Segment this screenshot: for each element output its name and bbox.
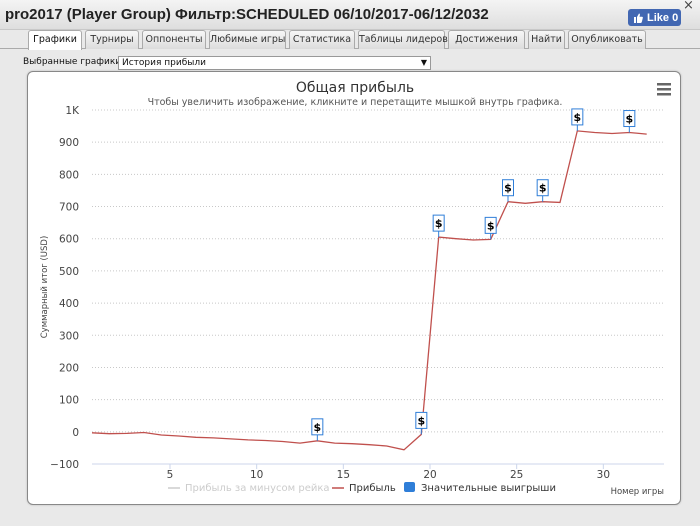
y-tick-label: 900 (59, 137, 79, 149)
flag-label: $ (487, 219, 495, 232)
tab-6[interactable]: Достижения (448, 30, 525, 49)
legend-label-profit: Прибыль (349, 483, 396, 494)
dollar-flag-icon (484, 216, 497, 234)
window-title: pro2017 (Player Group) Фильтр:SCHEDULED … (5, 6, 489, 23)
dollar-flag-icon (536, 179, 549, 197)
x-tick-label: 15 (337, 469, 350, 481)
dropdown-arrow-icon: ▼ (420, 58, 427, 67)
window-titlebar: pro2017 (Player Group) Фильтр:SCHEDULED … (0, 0, 700, 30)
like-label: Like 0 (647, 11, 679, 24)
x-tick-label: 30 (597, 469, 610, 481)
x-tick-label: 20 (423, 469, 436, 481)
dollar-flag-icon (311, 418, 324, 436)
flag-label: $ (626, 113, 634, 126)
flag-label: $ (574, 111, 582, 124)
y-tick-label: 600 (59, 234, 79, 246)
flag-label: $ (418, 414, 426, 427)
x-tick-label: 10 (250, 469, 263, 481)
chart-select-value: История прибыли (122, 58, 206, 68)
tab-2[interactable]: Оппоненты (142, 30, 206, 49)
tab-5[interactable]: Таблицы лидеров (358, 30, 448, 49)
hamburger-menu-icon[interactable] (657, 83, 671, 96)
legend-label-big-wins: Значительные выигрыши (421, 483, 556, 494)
chart-selector-label: Выбранные графики: (23, 57, 125, 67)
thumbs-up-icon (633, 13, 643, 23)
x-tick-label: 5 (167, 469, 174, 481)
dollar-flag-icon (571, 108, 584, 126)
tab-3[interactable]: Любимые игры (209, 30, 286, 49)
y-tick-label: 700 (59, 202, 79, 214)
flag-label: $ (504, 182, 512, 195)
profit-series-line (91, 130, 647, 451)
x-tick-label: 25 (510, 469, 523, 481)
dollar-flag-icon (432, 214, 445, 232)
dollar-flag-icon (623, 110, 636, 128)
tab-8[interactable]: Опубликовать (568, 30, 646, 49)
tab-1[interactable]: Турниры (85, 30, 139, 49)
x-axis-title: Номер игры (611, 487, 664, 497)
y-tick-label: 800 (59, 169, 79, 181)
chart-select-dropdown[interactable]: История прибыли ▼ (118, 56, 431, 70)
legend-label-net-profit: Прибыль за минусом рейка (185, 483, 330, 494)
y-axis-title: Суммарный итог (USD) (40, 236, 50, 339)
y-tick-label: 200 (59, 362, 79, 374)
tab-7[interactable]: Найти (528, 30, 565, 49)
close-icon[interactable]: × (683, 0, 694, 13)
y-tick-label: −100 (50, 459, 79, 471)
facebook-like-button[interactable]: Like 0 (628, 9, 681, 26)
tab-bar: Графики Турниры Оппоненты Любимые игры Стати… (0, 30, 700, 50)
chart-title: Общая прибыль (296, 80, 414, 96)
dollar-flag-icon (415, 411, 428, 429)
tab-4[interactable]: Статистика (289, 30, 355, 49)
y-tick-label: 1K (65, 105, 80, 117)
flag-label: $ (435, 217, 443, 230)
dollar-flag-icon (502, 179, 514, 197)
flag-label: $ (314, 421, 322, 434)
y-tick-label: 300 (59, 330, 79, 342)
chart-subtitle: Чтобы увеличить изображение, кликните и … (148, 97, 563, 108)
chart-panel[interactable]: Общая прибыль Чтобы увеличить изображение… (27, 71, 681, 505)
flag-label: $ (539, 182, 547, 195)
tab-0[interactable]: Графики (28, 30, 82, 50)
y-tick-label: 100 (59, 395, 79, 407)
y-tick-label: 400 (59, 298, 79, 310)
legend-swatch-big-wins (404, 482, 415, 492)
y-tick-label: 500 (59, 266, 79, 278)
y-tick-label: 0 (72, 427, 79, 439)
